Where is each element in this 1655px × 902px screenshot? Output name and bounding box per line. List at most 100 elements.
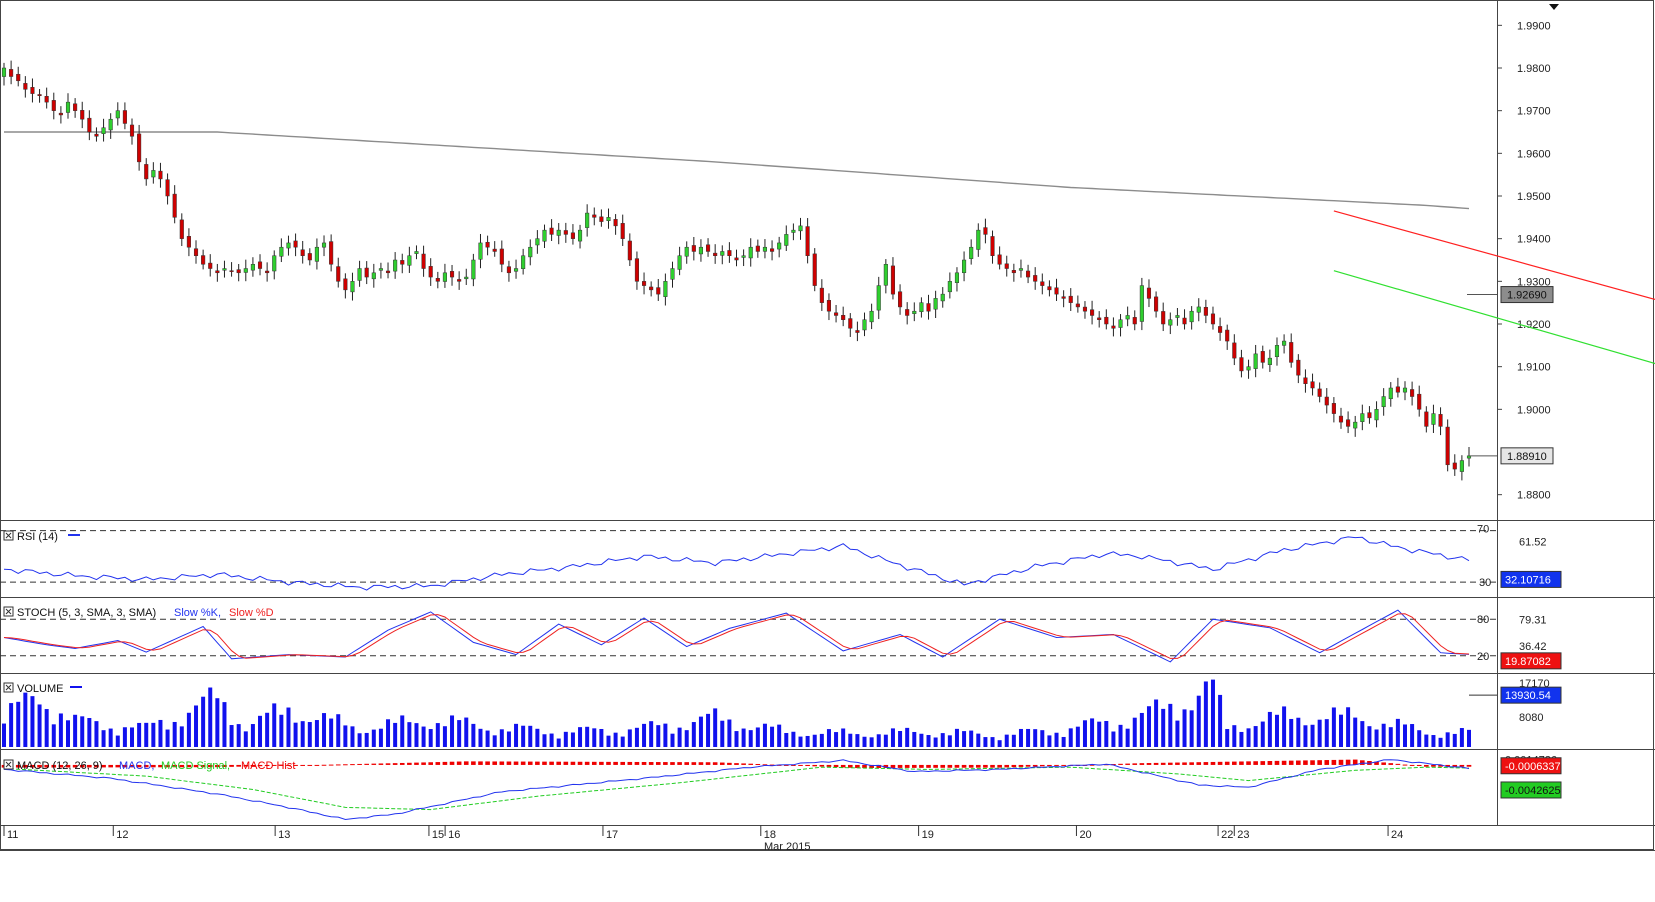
volume-bar — [748, 730, 753, 747]
macd-hist-bar — [1267, 761, 1273, 765]
macd-hist-bar — [997, 764, 1002, 768]
macd-hist-bar — [620, 761, 626, 765]
volume-bar — [947, 735, 952, 747]
macd-hist-bar — [207, 764, 213, 768]
rsi-panel[interactable]: RSI (14) 70 61.52 30 32.10716 — [0, 524, 1562, 591]
stoch-panel[interactable]: STOCH (5, 3, SMA, 3, SMA) Slow %K, Slow %D… — [0, 606, 1562, 670]
macd-hist-bar — [1459, 764, 1465, 767]
volume-bar — [1210, 679, 1215, 747]
candle-body — [777, 242, 782, 250]
macd-hist-bar — [1274, 760, 1280, 765]
volume-bar — [51, 724, 56, 747]
macd-hist-bar — [1189, 762, 1194, 765]
volume-bar — [1381, 723, 1386, 747]
candle-body — [1004, 263, 1009, 269]
x-tick-label: 11 — [7, 829, 18, 841]
macd-hist-bar — [840, 764, 846, 768]
macd-hist-bar — [1004, 764, 1010, 768]
macd-hist-bar — [634, 761, 640, 765]
candle-body — [1395, 386, 1400, 393]
volume-bar — [521, 725, 526, 747]
stoch-tick-label: 36.42 — [1519, 641, 1547, 653]
macd-hist-bar — [833, 764, 839, 768]
volume-bar — [706, 713, 711, 747]
candle-body — [1381, 396, 1386, 408]
macd-hist-bar — [399, 762, 405, 765]
volume-bar — [258, 715, 263, 747]
volume-bar — [1374, 729, 1379, 747]
macd-hist-bar — [1104, 764, 1109, 766]
macd-hist-bar — [1424, 764, 1429, 767]
macd-hist-bar — [734, 763, 739, 765]
candle-body — [706, 244, 711, 252]
candle-body — [371, 272, 376, 280]
candle-body — [812, 253, 817, 286]
macd-hist-bar — [641, 761, 647, 765]
candle-body — [151, 170, 156, 178]
volume-bar — [400, 715, 405, 747]
candle-body — [1438, 414, 1443, 427]
macd-hist-bar — [542, 761, 547, 765]
macd-line — [3, 759, 1470, 821]
macd-hist-bar — [314, 764, 320, 766]
macd-hist-bar — [286, 764, 291, 766]
candle-body — [741, 255, 746, 258]
price-tick-label: 1.9900 — [1517, 20, 1551, 32]
candle-body — [16, 73, 21, 82]
candle-body — [826, 300, 832, 312]
macd-hist-bar — [15, 764, 21, 768]
macd-hist-bar — [1239, 761, 1244, 765]
candle-body — [1360, 413, 1365, 422]
volume-value-tag-label: 13930.54 — [1505, 690, 1551, 702]
volume-bar — [1196, 695, 1201, 747]
price-panel[interactable]: 1.9900 1.9800 1.9700 1.9600 1.9500 1.9400 1.93… — [1, 4, 1655, 502]
macd-hist-bar — [1089, 764, 1095, 766]
candle-body — [1388, 387, 1393, 400]
candle-body — [1161, 311, 1166, 325]
candle-body — [876, 285, 881, 311]
candle-body — [670, 268, 675, 280]
candle-body — [513, 268, 519, 272]
candle-body — [321, 242, 327, 248]
volume-bar — [1239, 731, 1244, 747]
macd-panel[interactable]: MACD (12, 26, 9) MACD, MACD Signal, MACD Hi… — [1, 754, 1562, 821]
candle-body — [1410, 389, 1415, 397]
x-tick-label: 12 — [116, 829, 128, 841]
macd-hist-bar — [684, 762, 690, 765]
macd-hist-bar — [670, 762, 675, 765]
candle-body — [762, 246, 767, 252]
candle-body — [1203, 306, 1208, 316]
candle-body — [435, 278, 440, 282]
candle-body — [805, 226, 810, 256]
candle-body — [727, 250, 732, 256]
volume-bar — [421, 726, 426, 747]
macd-hist-bar — [94, 764, 99, 768]
volume-bar — [613, 732, 618, 747]
volume-bar — [364, 732, 369, 747]
price-tick-label: 1.9600 — [1517, 148, 1551, 160]
macd-hist-bar — [1146, 763, 1152, 765]
volume-bar — [1353, 717, 1358, 747]
candle-body — [350, 281, 355, 293]
candle-body — [1317, 388, 1322, 397]
macd-hist-bar — [456, 761, 462, 765]
volume-bar — [186, 712, 191, 747]
volume-bar — [1360, 721, 1365, 747]
candle-body — [329, 241, 334, 265]
candle-body — [983, 227, 988, 235]
macd-hist-bar — [527, 761, 533, 765]
macd-hist-bar — [549, 761, 554, 765]
macd-value-tag — [1500, 757, 1562, 775]
macd-hist-bar — [975, 764, 981, 768]
volume-bar — [1182, 709, 1187, 747]
volume-bar — [1118, 724, 1123, 747]
volume-bar — [1338, 714, 1343, 747]
candle-body — [101, 127, 106, 134]
macd-hist-bar — [449, 761, 455, 765]
macd-hist-bar — [1338, 759, 1344, 765]
macd-hist-bar — [414, 762, 419, 765]
candle-body — [73, 103, 78, 111]
macd-hist-bar — [855, 764, 860, 769]
volume-bar — [1146, 706, 1151, 747]
